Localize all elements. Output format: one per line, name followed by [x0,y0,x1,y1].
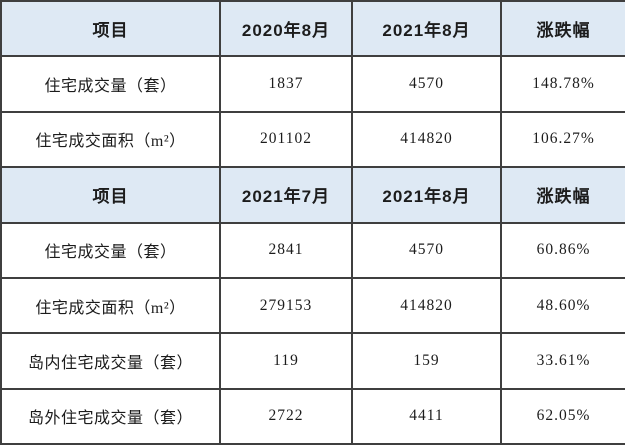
change-cell: 148.78% [500,55,625,113]
value-cell: 119 [219,332,353,390]
label-cell: 住宅成交面积（m²） [0,110,221,169]
label-cell: 住宅成交面积（m²） [0,276,221,335]
change-cell: 60.86% [500,221,625,279]
label-cell: 岛内住宅成交量（套） [0,332,221,390]
header-cell-item: 项目 [0,166,221,224]
label-cell: 住宅成交量（套） [0,55,221,113]
change-cell: 48.60% [500,276,625,335]
table-row: 岛内住宅成交量（套） 119 159 33.61% [0,332,625,390]
value-cell: 4570 [351,221,502,279]
value-cell: 2841 [219,221,353,279]
table-row: 住宅成交量（套） 1837 4570 148.78% [0,55,625,113]
table-row: 住宅成交量（套） 2841 4570 60.86% [0,221,625,279]
value-cell: 4411 [351,387,502,445]
table-header-row: 项目 2020年8月 2021年8月 涨跌幅 [0,0,625,58]
header-cell-period-a: 2021年7月 [219,166,353,224]
header-cell-period-b: 2021年8月 [351,0,502,58]
table-row: 岛外住宅成交量（套） 2722 4411 62.05% [0,387,625,445]
value-cell: 1837 [219,55,353,113]
table-row: 住宅成交面积（m²） 201102 414820 106.27% [0,110,625,169]
header-cell-change: 涨跌幅 [500,0,625,58]
value-cell: 159 [351,332,502,390]
change-cell: 106.27% [500,110,625,169]
value-cell: 201102 [219,110,353,169]
header-cell-item: 项目 [0,0,221,58]
value-cell: 4570 [351,55,502,113]
header-cell-change: 涨跌幅 [500,166,625,224]
label-cell: 住宅成交量（套） [0,221,221,279]
change-cell: 33.61% [500,332,625,390]
header-cell-period-a: 2020年8月 [219,0,353,58]
value-cell: 414820 [351,276,502,335]
change-cell: 62.05% [500,387,625,445]
value-cell: 414820 [351,110,502,169]
label-cell: 岛外住宅成交量（套） [0,387,221,445]
table-header-row: 项目 2021年7月 2021年8月 涨跌幅 [0,166,625,224]
value-cell: 2722 [219,387,353,445]
value-cell: 279153 [219,276,353,335]
header-cell-period-b: 2021年8月 [351,166,502,224]
table-row: 住宅成交面积（m²） 279153 414820 48.60% [0,276,625,335]
